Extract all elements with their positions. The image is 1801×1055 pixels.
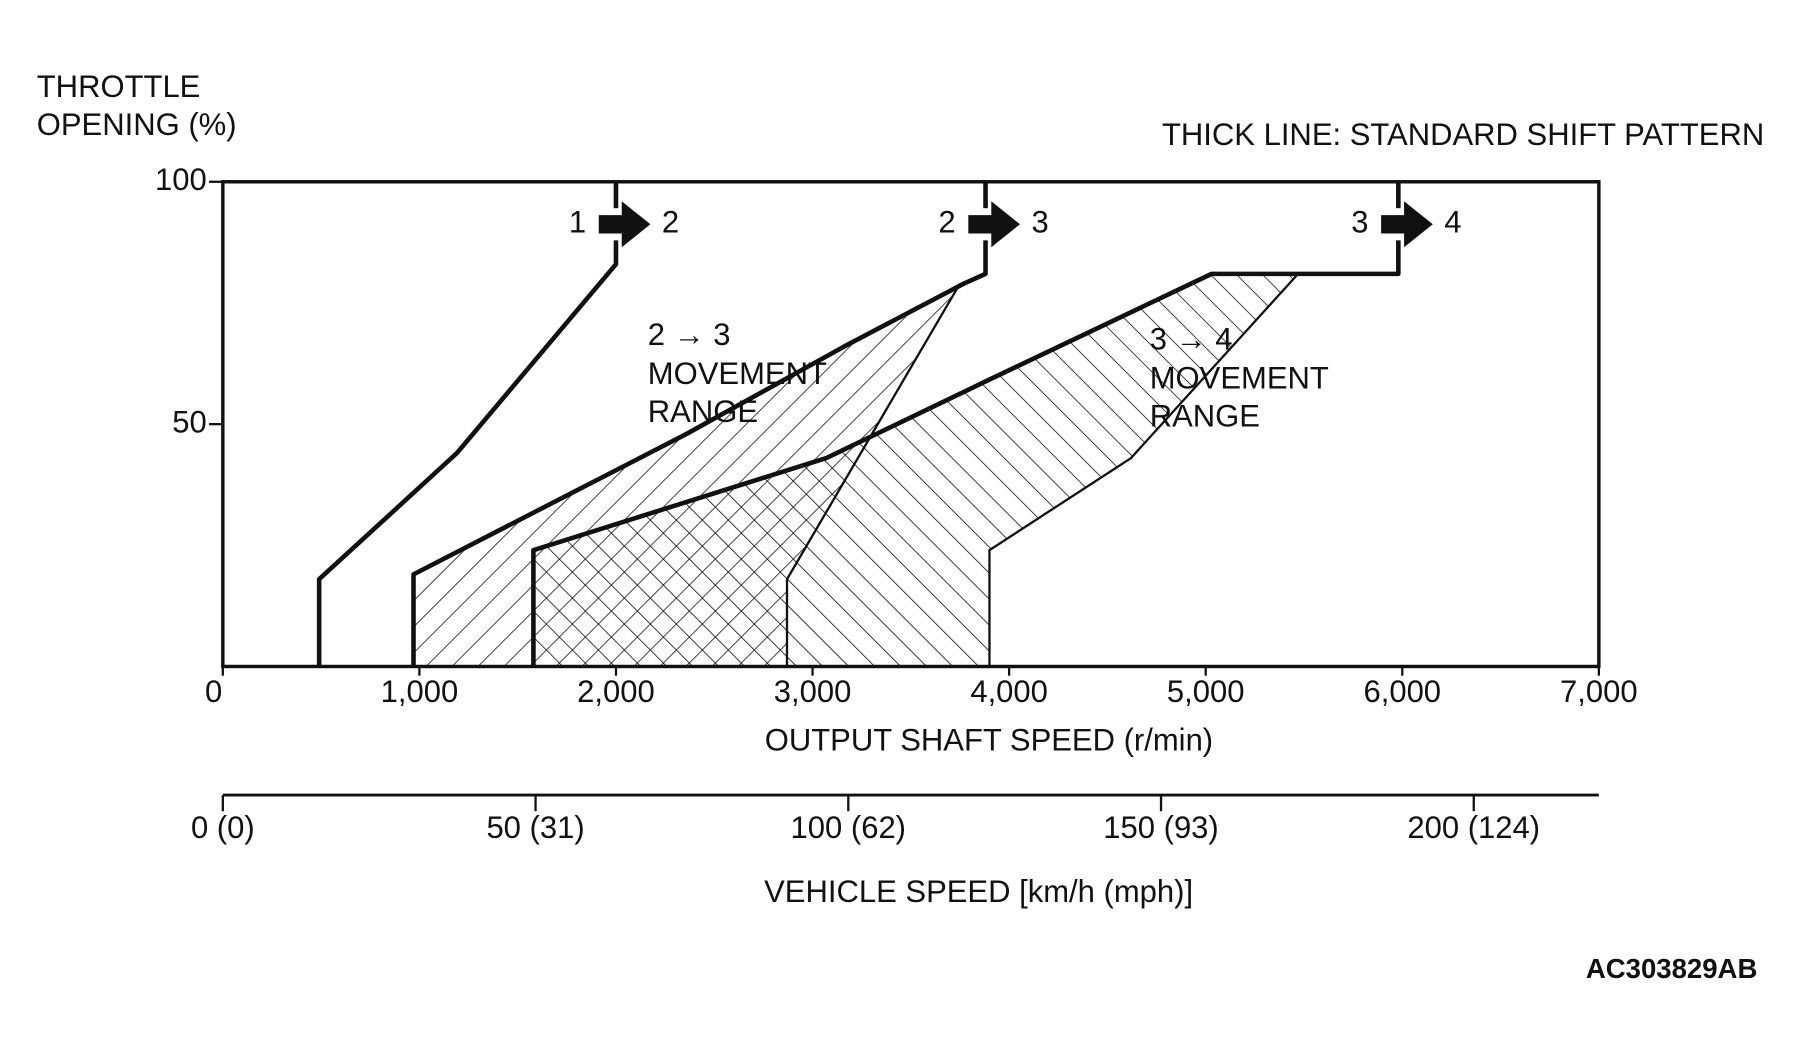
x-tick-label: 5,000 xyxy=(1167,674,1245,709)
range-label: 3 → 4 xyxy=(1150,322,1233,357)
shift-line xyxy=(411,181,988,667)
y-tick-label: 50 xyxy=(172,404,206,439)
movement-range-boundary xyxy=(988,273,1299,667)
shift-from: 1 xyxy=(569,204,586,239)
x-tick-label: 3,000 xyxy=(774,674,852,709)
y-tick-label: 100 xyxy=(155,162,207,197)
movement-range-boundary xyxy=(785,282,961,667)
shift-to: 4 xyxy=(1444,204,1461,239)
shift-from: 2 xyxy=(938,204,955,239)
y-axis-label: OPENING (%) xyxy=(37,107,237,142)
movement-range-area xyxy=(533,273,1399,667)
x2-tick-label: 100 (62) xyxy=(791,810,906,845)
y-axis-label: THROTTLE xyxy=(37,69,201,104)
x-tick-label: 1,000 xyxy=(381,674,459,709)
x-tick-label: 0 xyxy=(205,674,222,709)
note: THICK LINE: STANDARD SHIFT PATTERN xyxy=(1162,117,1764,152)
range-label: 2 → 3 xyxy=(648,317,731,352)
x2-tick-label: 0 (0) xyxy=(191,810,255,845)
x-tick-label: 7,000 xyxy=(1560,674,1638,709)
shift-from: 3 xyxy=(1351,204,1368,239)
x-tick-label: 6,000 xyxy=(1363,674,1441,709)
shift-to: 3 xyxy=(1031,204,1048,239)
x-tick-label: 4,000 xyxy=(970,674,1048,709)
x2-axis-label: VEHICLE SPEED [km/h (mph)] xyxy=(764,874,1193,909)
shift-arrow xyxy=(968,201,1020,248)
shift-arrow xyxy=(598,201,651,248)
x2-tick-label: 200 (124) xyxy=(1407,810,1540,845)
range-label: MOVEMENT xyxy=(648,356,827,391)
shift-arrow xyxy=(1381,201,1433,248)
figure-code: AC303829AB xyxy=(1586,953,1758,984)
shift-to: 2 xyxy=(662,204,679,239)
x-tick-label: 2,000 xyxy=(577,674,655,709)
x2-tick-label: 150 (93) xyxy=(1103,810,1218,845)
x-axis-label: OUTPUT SHAFT SPEED (r/min) xyxy=(765,722,1213,757)
range-label: RANGE xyxy=(1150,399,1260,434)
range-label: MOVEMENT xyxy=(1150,361,1329,396)
x2-tick-label: 50 (31) xyxy=(486,810,584,845)
shift-line xyxy=(531,181,1401,667)
